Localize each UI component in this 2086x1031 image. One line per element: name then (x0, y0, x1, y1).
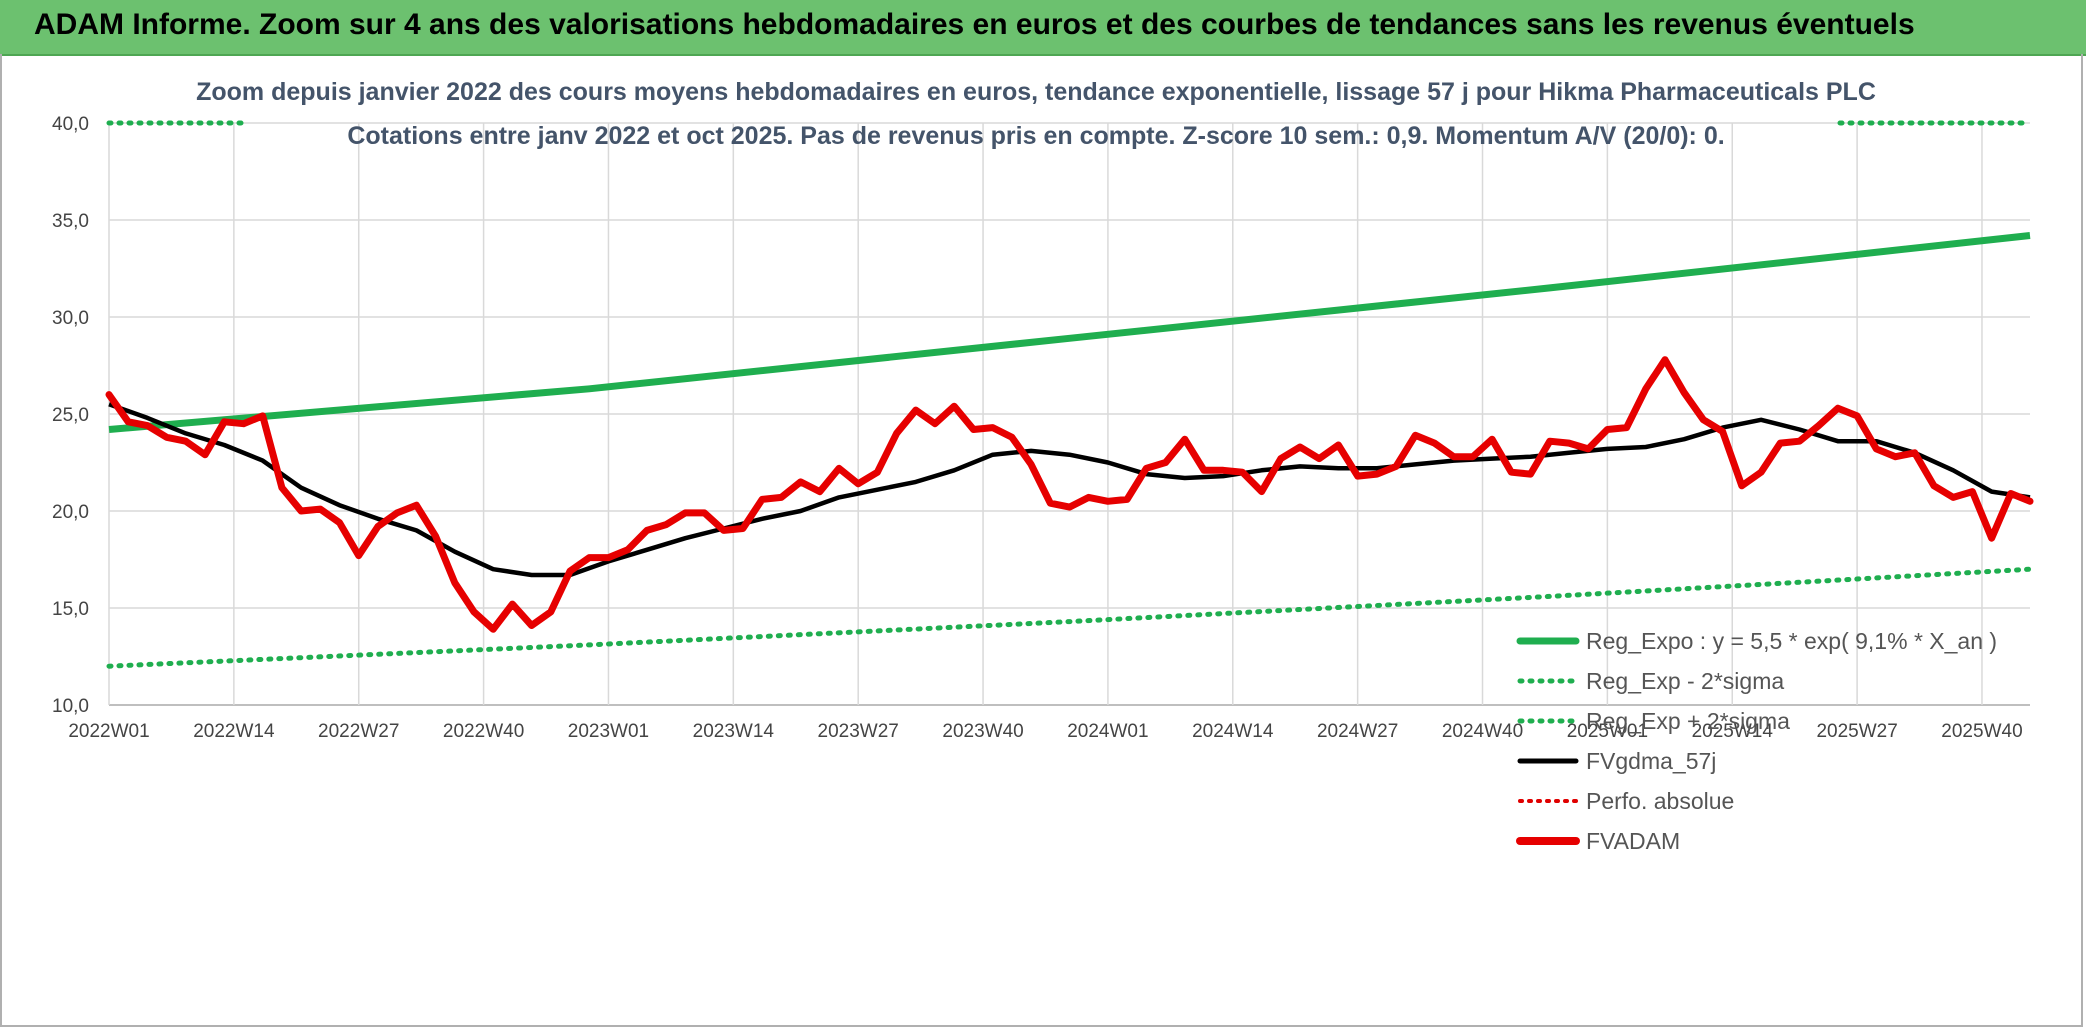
x-tick-label: 2025W27 (1816, 721, 1897, 742)
x-tick-label: 2024W01 (1067, 721, 1148, 742)
chart-subtitle: Cotations entre janv 2022 et oct 2025. P… (347, 122, 1724, 150)
line-chart: 10,015,020,025,030,035,040,0 2022W01 2022… (52, 78, 2034, 854)
x-tick-label: 2023W01 (568, 721, 649, 742)
header-banner: ADAM Informe. Zoom sur 4 ans des valoris… (0, 0, 2086, 56)
y-tick-label: 35,0 (52, 211, 89, 232)
y-tick-label: 25,0 (52, 405, 89, 426)
x-tick-label: 2022W27 (318, 721, 399, 742)
x-tick-label: 2025W01 (1567, 721, 1648, 742)
x-tick-label: 2025W40 (1941, 721, 2022, 742)
legend-label: Reg_Exp - 2*sigma (1586, 668, 1784, 694)
x-tick-label: 2023W27 (818, 721, 899, 742)
series-reg-minus-2sigma (106, 566, 2033, 669)
page-title: ADAM Informe. Zoom sur 4 ans des valoris… (34, 8, 1915, 41)
x-tick-label: 2022W14 (193, 721, 275, 742)
x-tick-label: 2022W01 (68, 721, 149, 742)
legend-label: Perfo. absolue (1586, 788, 1734, 814)
chart-frame: 10,0 15,0 20,0 25,0 30,0 35,0 40,0 2022W01 2022… (0, 54, 2083, 1027)
gridlines (108, 122, 2030, 706)
x-tick-label: 2024W27 (1317, 721, 1398, 742)
series-fvgdma-57j (108, 402, 2031, 578)
y-tick-label: 15,0 (52, 599, 89, 620)
y-tick-label: 30,0 (52, 308, 89, 329)
chart-title: Zoom depuis janvier 2022 des cours moyen… (196, 78, 1876, 106)
x-axis-ticks: 2022W01 2022W14 2022W27 2022W40 2023W01 2023W… (68, 721, 2022, 742)
x-tick-label: 2022W40 (443, 721, 524, 742)
x-tick-label: 2024W14 (1192, 721, 1274, 742)
series-group (105, 120, 2034, 669)
series-fvadam (105, 356, 2034, 633)
y-axis-ticks: 10,0 15,0 20,0 25,0 30,0 35,0 40,0 (52, 114, 89, 717)
y-tick-label: 10,0 (52, 696, 89, 717)
legend: Reg_Expo : y = 5,5 * exp( 9,1% * X_an ) R… (1516, 628, 1997, 854)
x-tick-label: 2023W14 (693, 721, 775, 742)
y-tick-label: 20,0 (52, 502, 89, 523)
x-tick-label: 2024W40 (1442, 721, 1523, 742)
legend-label: FVADAM (1586, 828, 1680, 854)
legend-label: Reg_Expo : y = 5,5 * exp( 9,1% * X_an ) (1586, 628, 1997, 654)
series-reg-expo (108, 232, 2031, 433)
legend-label: Reg_Exp + 2*sigma (1586, 708, 1790, 734)
y-tick-label: 40,0 (52, 114, 89, 135)
x-tick-label: 2023W40 (942, 721, 1023, 742)
x-tick-label: 2025W14 (1692, 721, 1774, 742)
legend-label: FVgdma_57j (1586, 748, 1716, 774)
